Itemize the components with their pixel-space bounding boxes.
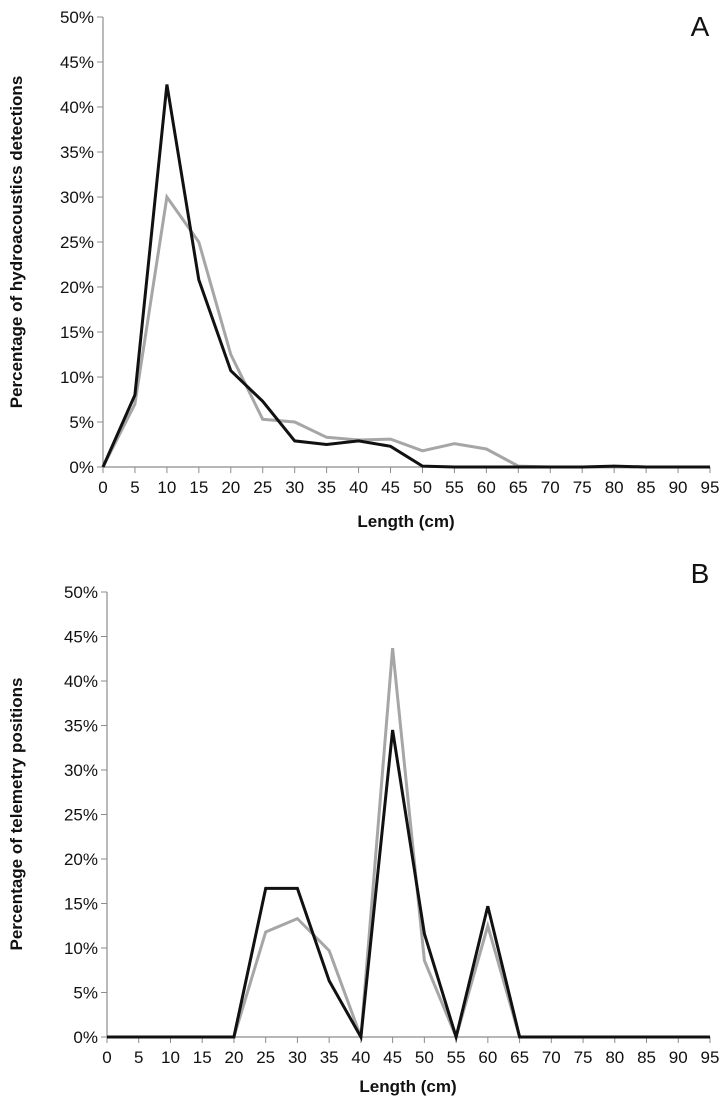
panel-a-x-tick-label: 60 bbox=[477, 478, 496, 497]
panel-b-y-tick-label: 0% bbox=[73, 1028, 98, 1047]
panel-b-y-tick-label: 5% bbox=[73, 984, 98, 1003]
panel-b-gray-series-line bbox=[107, 647, 710, 1042]
panel-b-x-tick-label: 70 bbox=[542, 1048, 561, 1067]
panel-b-x-tick-label: 35 bbox=[320, 1048, 339, 1067]
panel-a-y-tick-label: 15% bbox=[60, 323, 94, 342]
panel-a-x-tick-label: 15 bbox=[189, 478, 208, 497]
panel-a-x-tick-label: 50 bbox=[413, 478, 432, 497]
panel-b-y-tick-label: 50% bbox=[64, 583, 98, 602]
panel-a-label: A bbox=[691, 11, 710, 42]
panel-a-chart: A Percentage of hydroacoustics detection… bbox=[7, 8, 719, 531]
panel-a-x-tick-label: 40 bbox=[349, 478, 368, 497]
panel-b-y-axis-title: Percentage of telemetry positions bbox=[7, 677, 26, 950]
panel-b-black-series-line bbox=[107, 729, 710, 1043]
panel-a-gray-series-line bbox=[101, 193, 710, 469]
panel-a-x-axis-title: Length (cm) bbox=[357, 512, 454, 531]
panel-a-x-tick-label: 75 bbox=[573, 478, 592, 497]
panel-b-x-tick-label: 10 bbox=[161, 1048, 180, 1067]
panel-a-y-tick-label: 45% bbox=[60, 53, 94, 72]
panel-b-x-axis-title: Length (cm) bbox=[359, 1077, 456, 1096]
panel-b-x-tick-label: 25 bbox=[256, 1048, 275, 1067]
panel-a-x-tick-label: 5 bbox=[130, 478, 139, 497]
panel-b-x-tick-label: 50 bbox=[415, 1048, 434, 1067]
panel-a-x-tick-label: 90 bbox=[669, 478, 688, 497]
panel-b-x-tick-label: 90 bbox=[669, 1048, 688, 1067]
panel-a-x-tick-label: 55 bbox=[445, 478, 464, 497]
panel-b-y-tick-label: 25% bbox=[64, 806, 98, 825]
panel-a-x-tick-label: 65 bbox=[509, 478, 528, 497]
panel-a-y-tick-label: 10% bbox=[60, 368, 94, 387]
panel-b-x-tick-label: 75 bbox=[574, 1048, 593, 1067]
panel-b-y-tick-label: 40% bbox=[64, 672, 98, 691]
panel-a-x-tick-label: 10 bbox=[157, 478, 176, 497]
panel-a-y-tick-label: 50% bbox=[60, 8, 94, 27]
panel-a-x-tick-label: 80 bbox=[605, 478, 624, 497]
panel-a-x-tick-label: 95 bbox=[701, 478, 720, 497]
panel-b-x-tick-label: 30 bbox=[288, 1048, 307, 1067]
panel-b-x-tick-label: 5 bbox=[134, 1048, 143, 1067]
panel-b-x-tick-label: 85 bbox=[637, 1048, 656, 1067]
panel-b-label: B bbox=[691, 558, 710, 589]
panel-b-y-tick-label: 45% bbox=[64, 628, 98, 647]
panel-a-y-tick-label: 40% bbox=[60, 98, 94, 117]
panel-b-x-tick-label: 0 bbox=[102, 1048, 111, 1067]
panel-a-y-tick-label: 30% bbox=[60, 188, 94, 207]
panel-a-x-tick-label: 30 bbox=[285, 478, 304, 497]
panel-b-x-tick-label: 65 bbox=[510, 1048, 529, 1067]
panel-a-black-series-line bbox=[101, 84, 710, 469]
panel-b-y-tick-label: 10% bbox=[64, 939, 98, 958]
panel-b-x-tick-label: 45 bbox=[383, 1048, 402, 1067]
panel-b-x-tick-label: 40 bbox=[351, 1048, 370, 1067]
panel-a-y-tick-label: 35% bbox=[60, 143, 94, 162]
panel-b-y-tick-label: 20% bbox=[64, 850, 98, 869]
panel-b-y-tick-label: 35% bbox=[64, 717, 98, 736]
panel-a-x-tick-label: 0 bbox=[98, 478, 107, 497]
panel-a-x-tick-label: 45 bbox=[381, 478, 400, 497]
panel-b-x-tick-label: 15 bbox=[193, 1048, 212, 1067]
panel-b-x-tick-label: 95 bbox=[701, 1048, 720, 1067]
panel-b-x-tick-label: 60 bbox=[478, 1048, 497, 1067]
panel-a-x-tick-label: 85 bbox=[637, 478, 656, 497]
panel-b-x-tick-label: 80 bbox=[605, 1048, 624, 1067]
panel-b-y-tick-label: 15% bbox=[64, 895, 98, 914]
panel-b-chart: B Percentage of telemetry positions Leng… bbox=[7, 558, 719, 1096]
panel-a-y-tick-label: 5% bbox=[69, 413, 94, 432]
panel-a-x-tick-label: 25 bbox=[253, 478, 272, 497]
panel-a-y-tick-label: 0% bbox=[69, 458, 94, 477]
panel-a-y-tick-label: 25% bbox=[60, 233, 94, 252]
panel-b-x-tick-label: 55 bbox=[447, 1048, 466, 1067]
panel-a-x-tick-label: 70 bbox=[541, 478, 560, 497]
panel-a-x-tick-label: 35 bbox=[317, 478, 336, 497]
panel-a-y-axis-title: Percentage of hydroacoustics detections bbox=[7, 76, 26, 409]
panel-b-x-tick-label: 20 bbox=[224, 1048, 243, 1067]
panel-a-y-tick-label: 20% bbox=[60, 278, 94, 297]
panel-a-x-tick-label: 20 bbox=[221, 478, 240, 497]
panel-b-y-tick-label: 30% bbox=[64, 761, 98, 780]
